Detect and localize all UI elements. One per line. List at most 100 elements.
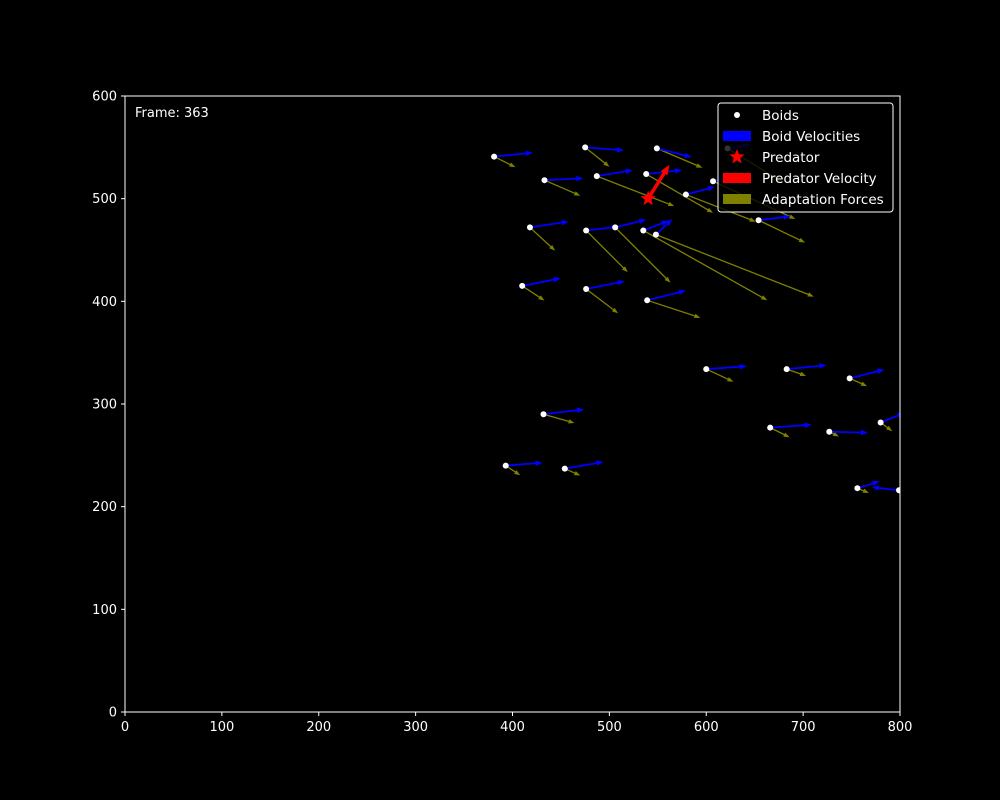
predator-group — [640, 164, 670, 206]
boid-velocity-arrow — [585, 146, 624, 153]
adaptation-force-arrow — [769, 427, 790, 438]
boid-velocity-arrow — [880, 412, 900, 424]
boid-point — [541, 177, 548, 184]
adaptation-force-arrow — [544, 179, 581, 196]
adaptation-force-arrow — [655, 233, 814, 297]
legend-label: Boid Velocities — [762, 129, 860, 145]
boid-velocity-arrow — [585, 279, 625, 290]
adaptation-force-arrow — [642, 229, 768, 301]
boid-velocity-arrow — [522, 276, 561, 287]
boid-point — [561, 465, 568, 472]
boid-point — [644, 297, 651, 304]
x-tick-label: 100 — [209, 720, 234, 735]
boid-velocity-arrow — [564, 460, 604, 470]
boid-velocity-arrow — [614, 218, 647, 229]
legend-label: Predator — [762, 150, 820, 166]
predator-velocity-arrow — [646, 164, 670, 200]
predator-star — [640, 190, 656, 206]
boid-velocity-arrow — [544, 175, 584, 182]
adaptation-force-arrow — [849, 377, 868, 387]
boid-point — [896, 487, 900, 494]
boid-point — [767, 424, 774, 431]
boid-point — [640, 227, 647, 234]
boid-velocity-arrow — [505, 460, 543, 467]
boid-point — [540, 411, 547, 418]
boid-point — [846, 375, 853, 382]
boid-point — [502, 462, 509, 469]
y-tick-label: 300 — [92, 398, 117, 413]
boid-point — [583, 227, 590, 234]
legend-patch — [723, 194, 751, 204]
adaptation-force-arrow — [758, 219, 806, 243]
adaptation-force-arrow — [880, 421, 893, 432]
legend-patch — [723, 173, 751, 183]
boid-velocity-arrow — [829, 429, 869, 436]
adaptation-force-arrow — [521, 285, 545, 301]
x-tick-label: 800 — [888, 720, 913, 735]
boid-point — [583, 286, 590, 293]
legend-label: Boids — [762, 108, 799, 124]
boid-point — [653, 145, 660, 152]
legend-patch — [723, 131, 751, 141]
boid-velocity-arrow — [758, 214, 791, 222]
boid-velocity-arrow — [656, 147, 692, 159]
boid-velocity-arrow — [646, 289, 686, 302]
boid-point — [682, 191, 689, 198]
adaptation-force-arrow — [656, 147, 703, 168]
boid-point — [582, 144, 589, 151]
adaptation-force-arrow — [596, 175, 675, 207]
y-tick-label: 600 — [92, 90, 117, 105]
y-tick-label: 0 — [109, 706, 117, 721]
adaptation-force-arrow — [645, 173, 714, 213]
x-tick-label: 200 — [306, 720, 331, 735]
x-tick-label: 500 — [597, 720, 622, 735]
boid-point — [526, 224, 533, 231]
boid-point — [612, 224, 619, 231]
adaptation-force-arrow — [614, 226, 671, 283]
boid-velocity-arrow — [655, 219, 673, 236]
legend-label: Predator Velocity — [762, 171, 877, 187]
adaptation-force-arrow — [646, 299, 701, 319]
boid-velocity-arrow — [685, 185, 715, 196]
adaptation-force-arrow — [584, 146, 610, 167]
legend-predator-marker — [729, 149, 745, 164]
boid-point — [710, 178, 717, 185]
boids — [491, 144, 900, 494]
boid-point — [519, 282, 526, 289]
frame-counter: Frame: 363 — [135, 106, 209, 121]
boid-velocity-arrow — [706, 363, 747, 370]
boid-velocity-arrow — [849, 368, 885, 380]
boid-velocity-arrow — [494, 150, 533, 158]
y-tick-label: 200 — [92, 500, 117, 515]
axis-ticks: 0 100 200 300 400 500 600 700 800 0 100 200 300 400 50… — [92, 90, 912, 736]
boid-point — [877, 419, 884, 426]
x-tick-label: 600 — [694, 720, 719, 735]
y-tick-label: 100 — [92, 603, 117, 618]
adaptation-force-arrow — [564, 468, 581, 476]
boid-velocity-arrow — [586, 224, 620, 232]
y-tick-label: 400 — [92, 295, 117, 310]
adaptation-force-arrow — [585, 230, 628, 273]
boid-velocity-arrow — [871, 485, 900, 492]
boid-point — [854, 485, 861, 492]
legend: Boids Boid Velocities Predator Predator Vel… — [717, 102, 894, 213]
adaptation-force-arrow — [786, 368, 807, 377]
boid-point — [703, 366, 710, 373]
adaptation-force-arrow — [705, 368, 734, 382]
boid-velocity-arrow — [770, 422, 812, 429]
adaptation-force-arrow — [493, 155, 516, 168]
legend-boids-marker — [734, 112, 740, 118]
legend-label: Adaptation Forces — [762, 192, 884, 208]
boid-point — [652, 231, 659, 238]
boid-point — [783, 366, 790, 373]
boid-point — [643, 171, 650, 178]
x-tick-label: 400 — [500, 720, 525, 735]
boid-point — [826, 428, 833, 435]
x-tick-label: 700 — [791, 720, 816, 735]
adaptation-force-arrow — [543, 413, 575, 424]
x-tick-label: 300 — [403, 720, 428, 735]
adaptation-force-arrow — [505, 465, 521, 476]
boid-point — [491, 153, 498, 160]
legend-box — [717, 102, 894, 213]
